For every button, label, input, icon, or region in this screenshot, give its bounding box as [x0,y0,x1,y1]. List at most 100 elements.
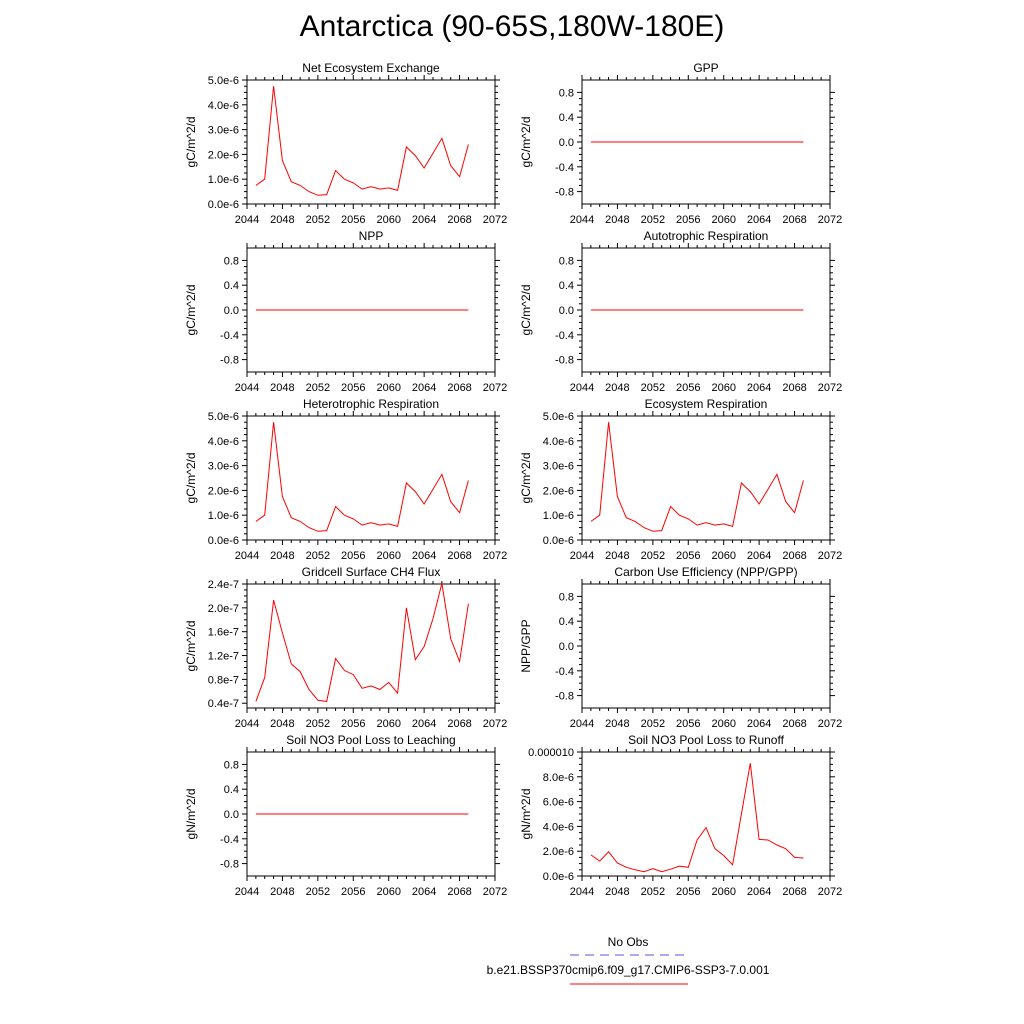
y-tick-label: 4.0e-6 [543,436,574,448]
x-tick-label: 2052 [306,886,330,898]
panel-title: Carbon Use Efficiency (NPP/GPP) [614,565,797,579]
x-tick-label: 2048 [270,886,294,898]
y-tick-label: 0.0e-6 [208,535,239,547]
x-tick-label: 2056 [676,718,700,730]
y-axis-label: gC/m^2/d [184,453,198,504]
x-tick-label: 2056 [676,214,700,226]
y-tick-label: 8.0e-6 [543,772,574,784]
x-tick-label: 2072 [818,382,842,394]
y-tick-label: 3.0e-6 [208,125,239,137]
x-tick-label: 2048 [270,382,294,394]
y-tick-label: -0.4 [555,162,574,174]
y-axis-label: gC/m^2/d [184,117,198,168]
x-tick-label: 2044 [570,214,594,226]
y-axis-label: gN/m^2/d [184,789,198,840]
y-tick-label: 2.4e-7 [208,579,239,591]
plot-frame [246,415,496,541]
x-tick-label: 2048 [605,550,629,562]
y-tick-label: 0.0e-6 [208,199,239,211]
x-tick-label: 2060 [376,718,400,730]
x-tick-label: 2068 [447,886,471,898]
x-tick-label: 2068 [782,886,806,898]
x-tick-label: 2064 [412,214,436,226]
x-tick-label: 2060 [711,718,735,730]
plot-frame [581,583,831,709]
y-tick-label: 0.8 [559,87,574,99]
series-line [255,583,469,702]
y-tick-label: 0.8 [224,255,239,267]
x-tick-label: 2056 [676,382,700,394]
x-tick-label: 2060 [376,550,400,562]
x-tick-label: 2072 [483,382,507,394]
y-tick-label: 0.8e-7 [208,674,239,686]
x-tick-label: 2048 [605,382,629,394]
y-tick-label: -0.8 [555,355,574,367]
y-tick-label: 0.4 [224,784,239,796]
y-tick-label: 0.0 [559,641,574,653]
x-tick-label: 2044 [235,382,259,394]
y-tick-label: -0.8 [220,355,239,367]
x-tick-label: 2056 [341,886,365,898]
chart-panel: Ecosystem Respiration gC/m^2/d 2044 2048 205… [519,397,842,562]
x-tick-label: 2072 [483,214,507,226]
y-tick-label: -0.8 [220,859,239,871]
x-tick-label: 2044 [570,550,594,562]
y-axis-label: gC/m^2/d [519,285,533,336]
series-line [590,763,804,873]
x-tick-label: 2064 [747,550,771,562]
plot-frame [581,751,831,877]
x-tick-label: 2068 [447,718,471,730]
plot-frame [246,583,496,709]
y-tick-label: 3.0e-6 [543,461,574,473]
panel-title: NPP [359,229,384,243]
x-tick-label: 2060 [376,886,400,898]
y-tick-label: 0.4 [559,112,574,124]
x-tick-label: 2048 [270,718,294,730]
chart-panel: GPP gC/m^2/d 2044 2048 2052 2056 2060 2064 2068 2… [519,61,842,226]
chart-panel: Net Ecosystem Exchange gC/m^2/d 2044 2048 20… [184,61,507,226]
x-tick-label: 2060 [711,550,735,562]
y-axis-label: gC/m^2/d [184,621,198,672]
x-tick-label: 2068 [782,550,806,562]
y-tick-label: -0.8 [555,187,574,199]
x-tick-label: 2060 [711,886,735,898]
y-tick-label: -0.4 [555,330,574,342]
y-tick-label: 0.4 [224,280,239,292]
y-tick-label: 4.0e-6 [208,436,239,448]
legend-label-obs: No Obs [608,935,649,949]
y-tick-label: 1.6e-7 [208,627,239,639]
y-axis-label: gN/m^2/d [519,789,533,840]
x-tick-label: 2044 [570,886,594,898]
y-tick-label: 1.2e-7 [208,651,239,663]
x-tick-label: 2044 [235,718,259,730]
x-tick-label: 2044 [570,382,594,394]
y-tick-label: -0.8 [555,691,574,703]
y-tick-label: 1.0e-6 [543,510,574,522]
y-tick-label: 3.0e-6 [208,461,239,473]
y-tick-label: 0.8 [559,591,574,603]
x-tick-label: 2044 [235,214,259,226]
panel-title: Net Ecosystem Exchange [302,61,440,75]
y-tick-label: 0.0 [224,809,239,821]
legend-label-model: b.e21.BSSP370cmip6.f09_g17.CMIP6-SSP3-7.… [487,963,770,977]
y-tick-label: 6.0e-6 [543,797,574,809]
x-tick-label: 2056 [341,550,365,562]
x-tick-label: 2052 [641,382,665,394]
y-tick-label: -0.4 [220,834,239,846]
y-tick-label: 2.0e-6 [208,485,239,497]
x-tick-label: 2048 [605,886,629,898]
y-tick-label: 0.0e-6 [543,535,574,547]
y-tick-label: -0.4 [220,330,239,342]
y-axis-label: gC/m^2/d [519,117,533,168]
x-tick-label: 2064 [412,886,436,898]
y-tick-label: 0.0 [559,305,574,317]
panel-title: Soil NO3 Pool Loss to Leaching [286,733,455,747]
x-tick-label: 2072 [818,718,842,730]
y-tick-label: 0.0 [224,305,239,317]
x-tick-label: 2056 [676,550,700,562]
x-tick-label: 2068 [782,382,806,394]
y-axis-label: gC/m^2/d [519,453,533,504]
y-axis-label: NPP/GPP [519,619,533,672]
x-tick-label: 2048 [270,550,294,562]
